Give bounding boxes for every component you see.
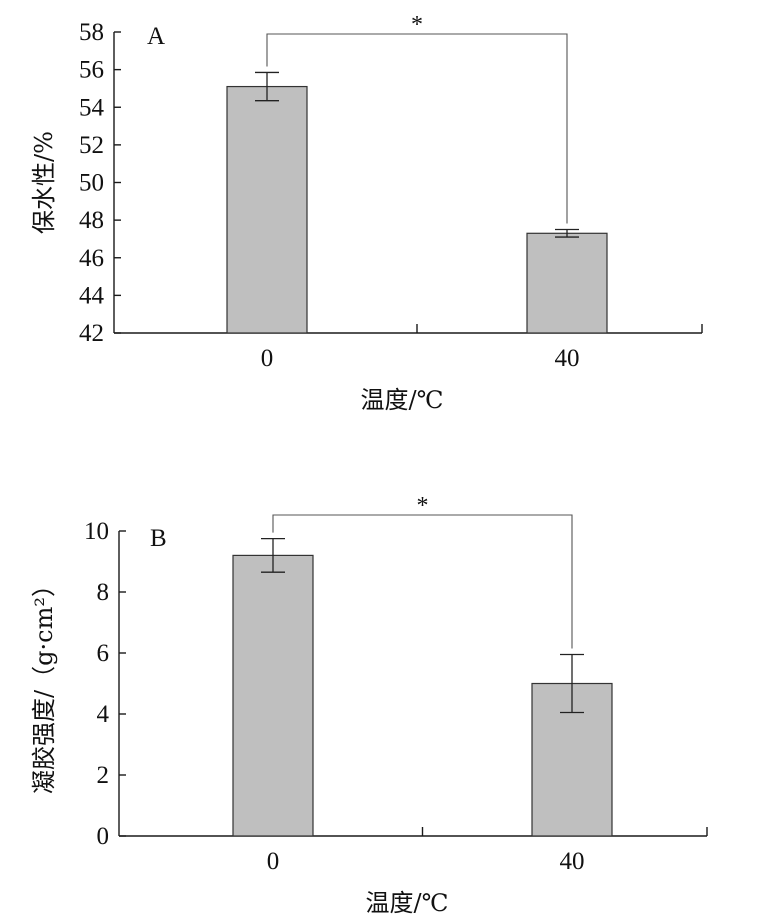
x-tick-label: 0 [261, 345, 274, 372]
y-tick-label: 56 [79, 57, 104, 84]
y-tick-label: 48 [79, 207, 104, 234]
panel-letter: B [150, 525, 167, 552]
y-tick-label: 2 [97, 762, 110, 789]
y-tick-label: 52 [79, 132, 104, 159]
y-tick-label: 8 [97, 579, 110, 606]
x-tick-label: 40 [560, 848, 585, 875]
significance-bracket [266, 33, 568, 224]
bar-40 [526, 232, 608, 334]
y-tick-label: 54 [79, 94, 105, 121]
error-bar-0 [255, 71, 279, 102]
y-tick-label: 0 [97, 823, 110, 850]
y-tick-label: 10 [84, 518, 109, 545]
panel-a: 42 44 46 48 50 52 54 56 58 0 40 * A 温度/℃ 保水性/% [30, 12, 703, 414]
y-tick-label: 42 [79, 320, 104, 347]
y-tick-label: 58 [79, 19, 104, 46]
x-tick-label: 0 [267, 848, 280, 875]
bar-0 [232, 554, 314, 837]
x-tick-label: 40 [555, 345, 580, 372]
significance-marker: * [417, 493, 429, 519]
error-bar-40 [555, 228, 579, 238]
error-bar-40 [560, 653, 584, 714]
y-axis-title: 保水性/% [30, 131, 58, 234]
error-bar-0 [261, 537, 285, 573]
x-axis-title: 温度/℃ [366, 889, 449, 917]
y-tick-label: 4 [97, 701, 110, 728]
x-axis-title: 温度/℃ [361, 386, 444, 414]
significance-marker: * [411, 12, 423, 38]
panel-letter: A [147, 23, 165, 50]
significance-bracket [272, 514, 573, 649]
y-tick-label: 6 [97, 640, 110, 667]
y-axis-title: 凝胶强度/（g·cm²） [30, 573, 58, 794]
y-tick-label: 50 [79, 170, 104, 197]
y-tick-label: 46 [79, 245, 104, 272]
y-tick-label: 44 [79, 282, 105, 309]
bar-0 [226, 85, 308, 334]
panel-b: 0 2 4 6 8 10 0 40 * B 温度/℃ 凝胶强度/（g·cm²） [30, 493, 708, 917]
